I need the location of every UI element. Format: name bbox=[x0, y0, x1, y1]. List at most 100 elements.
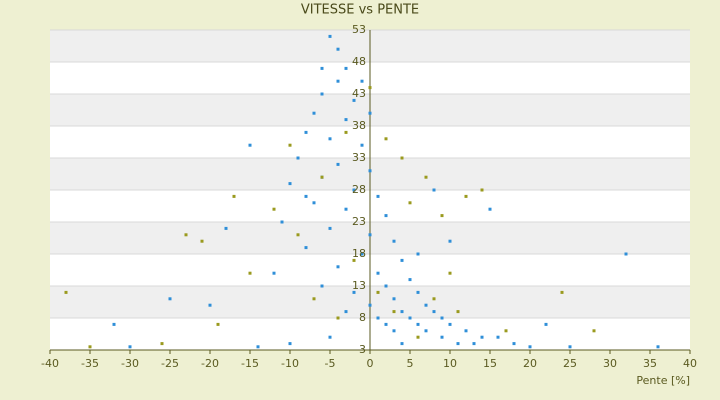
point bbox=[456, 310, 460, 314]
point bbox=[272, 271, 276, 275]
point bbox=[440, 316, 444, 320]
point bbox=[168, 297, 172, 301]
x-tick-label: 0 bbox=[367, 357, 374, 370]
point bbox=[336, 162, 340, 166]
point bbox=[480, 188, 484, 192]
point bbox=[432, 310, 436, 314]
point bbox=[328, 34, 332, 38]
point bbox=[448, 271, 452, 275]
y-tick-label: 53 bbox=[352, 23, 366, 36]
x-tick-label: -40 bbox=[41, 357, 59, 370]
point bbox=[288, 182, 292, 186]
point bbox=[336, 265, 340, 269]
point bbox=[296, 233, 300, 237]
x-tick-label: 10 bbox=[443, 357, 457, 370]
x-tick-label: 20 bbox=[523, 357, 537, 370]
point bbox=[344, 118, 348, 122]
y-tick-label: 18 bbox=[352, 247, 366, 260]
y-tick-label: 38 bbox=[352, 119, 366, 132]
point bbox=[344, 207, 348, 211]
point bbox=[440, 335, 444, 339]
point bbox=[360, 252, 364, 256]
point bbox=[424, 175, 428, 179]
point bbox=[408, 316, 412, 320]
x-tick-label: 40 bbox=[683, 357, 697, 370]
point bbox=[448, 322, 452, 326]
y-tick-label: 13 bbox=[352, 279, 366, 292]
point bbox=[328, 137, 332, 141]
point bbox=[392, 239, 396, 243]
point bbox=[328, 226, 332, 230]
point bbox=[400, 258, 404, 262]
x-tick-label: -5 bbox=[325, 357, 336, 370]
point bbox=[216, 322, 220, 326]
point bbox=[384, 214, 388, 218]
x-tick-label: -35 bbox=[81, 357, 99, 370]
point bbox=[376, 194, 380, 198]
point bbox=[368, 111, 372, 115]
point bbox=[384, 137, 388, 141]
point bbox=[248, 271, 252, 275]
point bbox=[424, 329, 428, 333]
point bbox=[512, 342, 516, 346]
point bbox=[304, 130, 308, 134]
point bbox=[392, 329, 396, 333]
point bbox=[304, 246, 308, 250]
point bbox=[336, 79, 340, 83]
x-tick-label: -10 bbox=[281, 357, 299, 370]
x-tick-label: -20 bbox=[201, 357, 219, 370]
point bbox=[248, 143, 252, 147]
point bbox=[320, 175, 324, 179]
point bbox=[528, 345, 532, 349]
point bbox=[368, 169, 372, 173]
y-tick-label: 3 bbox=[359, 343, 366, 356]
point bbox=[416, 252, 420, 256]
point bbox=[344, 66, 348, 70]
point bbox=[328, 335, 332, 339]
point bbox=[440, 214, 444, 218]
x-tick-label: 5 bbox=[407, 357, 414, 370]
point bbox=[424, 303, 428, 307]
point bbox=[304, 194, 308, 198]
y-tick-label: 28 bbox=[352, 183, 366, 196]
x-tick-label: 15 bbox=[483, 357, 497, 370]
point bbox=[352, 188, 356, 192]
point bbox=[592, 329, 596, 333]
point bbox=[272, 207, 276, 211]
point bbox=[336, 47, 340, 51]
y-tick-label: 23 bbox=[352, 215, 366, 228]
point bbox=[64, 290, 68, 294]
point bbox=[352, 258, 356, 262]
point bbox=[544, 322, 548, 326]
point bbox=[432, 188, 436, 192]
point bbox=[360, 79, 364, 83]
point bbox=[288, 342, 292, 346]
point bbox=[312, 297, 316, 301]
x-tick-label: -30 bbox=[121, 357, 139, 370]
y-tick-label: 33 bbox=[352, 151, 366, 164]
point bbox=[400, 156, 404, 160]
point bbox=[200, 239, 204, 243]
y-tick-label: 48 bbox=[352, 55, 366, 68]
point bbox=[376, 290, 380, 294]
point bbox=[408, 201, 412, 205]
point bbox=[256, 345, 260, 349]
point bbox=[416, 290, 420, 294]
point bbox=[208, 303, 212, 307]
point bbox=[384, 322, 388, 326]
y-tick-label: 43 bbox=[352, 87, 366, 100]
point bbox=[160, 342, 164, 346]
y-tick-label: 8 bbox=[359, 311, 366, 324]
point bbox=[488, 207, 492, 211]
point bbox=[368, 303, 372, 307]
point bbox=[344, 310, 348, 314]
point bbox=[448, 239, 452, 243]
x-tick-label: -25 bbox=[161, 357, 179, 370]
point bbox=[408, 278, 412, 282]
point bbox=[464, 194, 468, 198]
point bbox=[312, 201, 316, 205]
point bbox=[344, 130, 348, 134]
point bbox=[496, 335, 500, 339]
point bbox=[296, 156, 300, 160]
